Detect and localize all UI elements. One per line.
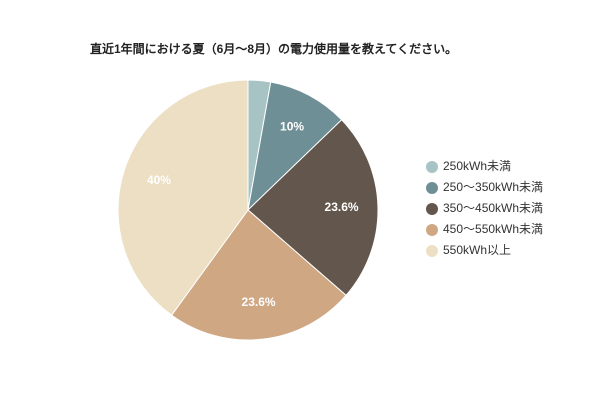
data-label: 10% — [280, 120, 304, 134]
legend-label: 350〜450kWh未満 — [443, 201, 543, 215]
legend-marker — [426, 245, 438, 257]
legend-label: 550kWh以上 — [443, 243, 511, 257]
pie-slice — [117, 79, 249, 316]
pie-slice — [170, 209, 347, 341]
pie-slice — [247, 81, 343, 212]
legend-label: 250kWh未満 — [443, 159, 511, 173]
legend-marker — [426, 182, 438, 194]
data-label: 40% — [147, 173, 171, 187]
legend-label: 250〜350kWh未満 — [443, 180, 543, 194]
legend-marker — [426, 161, 438, 173]
data-label: 23.6% — [325, 200, 359, 214]
pie-slice — [247, 119, 379, 297]
legend-marker — [426, 224, 438, 236]
chart-title: 直近1年間における夏（6月〜8月）の電力使用量を教えてください。 — [90, 41, 457, 56]
legend-label: 450〜550kWh未満 — [443, 222, 543, 236]
data-label: 23.6% — [242, 295, 276, 309]
legend-marker — [426, 203, 438, 215]
